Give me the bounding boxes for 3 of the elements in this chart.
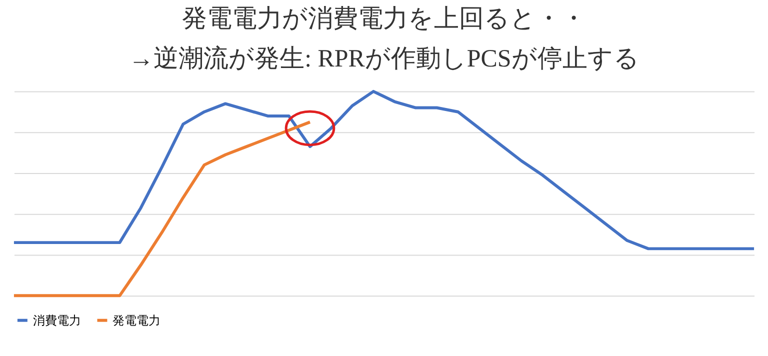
legend-label: 発電電力 — [112, 313, 161, 328]
chart-title: 発電電力が消費電力を上回ると・・ →逆潮流が発生: RPRが作動しPCSが停止する — [128, 5, 640, 72]
legend-label: 消費電力 — [32, 313, 81, 328]
